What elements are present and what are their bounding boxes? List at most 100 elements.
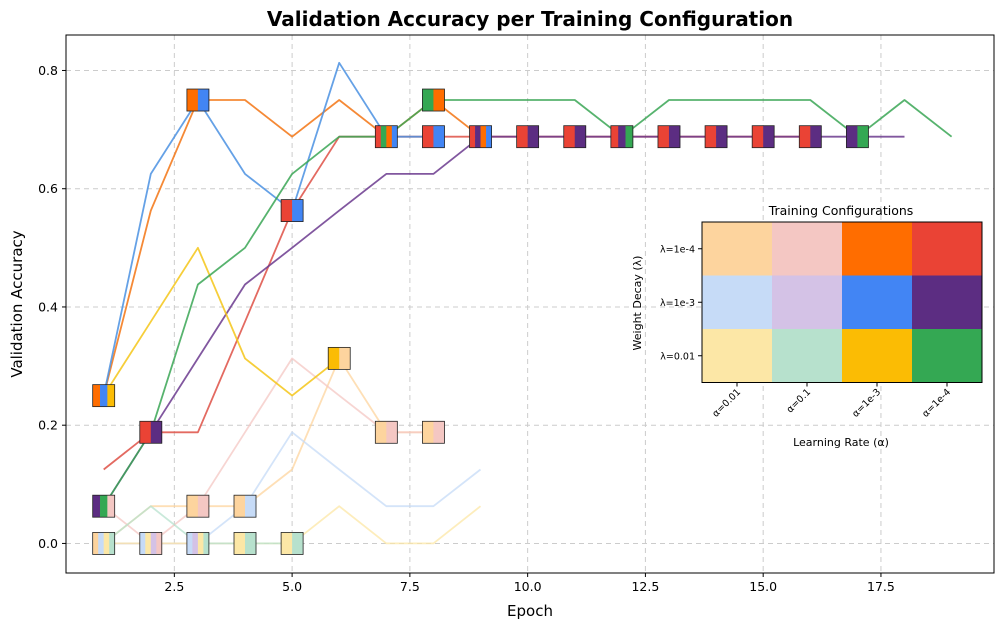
marker-stripe [433,125,445,148]
y-tick-label-2: 0.4 [38,299,58,314]
inset-cell-2-1 [772,329,843,383]
marker-stripe [92,532,99,555]
inset-cell-1-0 [702,275,773,330]
marker-stripe [422,125,434,148]
marker-stripe [139,532,146,555]
marker-stripe [475,125,481,148]
marker-stripe [234,495,246,518]
marker-stripe [469,125,476,148]
config-marker-4 [139,420,163,444]
marker-stripe [107,384,115,407]
inset-cell-0-1 [772,222,843,276]
marker-border [186,494,210,518]
marker-stripe [292,199,304,222]
marker-stripe [103,532,110,555]
chart-title: Validation Accuracy per Training Configu… [267,7,793,31]
x-tick-label-1: 5.0 [282,579,302,594]
marker-stripe [391,125,398,148]
marker-border [469,125,492,149]
series-line-lr1e-3_wd0.01 [102,246,340,397]
config-marker-8 [92,532,116,555]
config-marker-19 [516,125,540,149]
inset-title: Training Configurations [768,203,914,218]
inset-cell-0-2 [842,222,913,276]
inset-cell-2-2 [842,329,913,383]
marker-border [280,199,304,222]
inset-y-label: Weight Decay (λ) [631,256,644,351]
marker-stripe [810,125,822,148]
marker-border [92,494,116,518]
marker-stripe [527,125,539,148]
marker-border [657,125,681,149]
inset-x-label: Learning Rate (α) [793,436,889,449]
x-tick-label-0: 2.5 [164,579,184,594]
inset-grid [701,221,983,383]
marker-border [516,125,540,149]
x-tick-label-4: 12.5 [631,579,659,594]
config-legend-inset: Training Configurations α=0.01 α=0.1 α=1e-… [631,203,983,449]
series-line-lr0.1_wd1e-4 [103,357,434,545]
inset-x-ticks: α=0.01 α=0.1 α=1e-3 α=1e-4 [710,382,953,420]
marker-stripe [716,125,728,148]
marker-border [280,532,304,555]
marker-stripe [375,421,387,444]
marker-stripe [150,421,163,444]
marker-border [422,125,445,149]
marker-stripe [156,532,163,555]
marker-stripe [281,199,293,222]
y-axis-label: Validation Accuracy [8,230,26,377]
inset-x-tick-label-2: α=1e-3 [850,387,883,420]
config-marker-14 [422,420,445,444]
x-tick-label-2: 7.5 [400,579,420,594]
marker-stripe [109,532,115,555]
config-markers [92,88,869,555]
marker-stripe [857,125,869,148]
inset-x-tick-label-3: α=1e-4 [920,387,953,420]
config-marker-17 [422,125,445,149]
config-marker-7 [233,494,257,518]
inset-y-ticks: λ=1e-4 λ=1e-3 λ=0.01 [660,244,702,362]
marker-stripe [98,532,104,555]
x-axis-ticks: 2.5 5.0 7.5 10.0 12.5 15.0 17.5 [164,573,895,594]
marker-stripe [480,125,487,148]
marker-stripe [375,125,382,148]
marker-border [845,125,869,149]
marker-border [233,532,257,555]
inset-cell-0-0 [702,222,773,276]
marker-stripe [100,495,108,518]
marker-stripe [516,125,528,148]
marker-stripe [186,89,199,112]
marker-stripe [386,421,398,444]
marker-stripe [145,532,152,555]
config-marker-1 [186,88,210,112]
marker-stripe [139,421,152,444]
marker-stripe [197,495,210,518]
config-marker-21 [610,125,634,149]
x-axis-label: Epoch [507,602,553,620]
marker-stripe [281,532,293,555]
marker-border [422,420,445,444]
config-marker-25 [798,125,822,149]
config-marker-6 [186,494,210,518]
marker-stripe [328,347,340,370]
y-tick-label-4: 0.8 [38,63,58,78]
y-tick-label-1: 0.2 [38,418,58,433]
marker-stripe [150,532,157,555]
marker-stripe [752,125,764,148]
config-marker-2 [280,199,304,222]
marker-stripe [197,532,204,555]
config-marker-15 [374,125,398,149]
marker-border [92,532,116,555]
marker-stripe [433,421,445,444]
config-marker-5 [92,494,116,518]
marker-stripe [610,125,619,148]
marker-stripe [625,125,634,148]
marker-border [186,88,210,112]
marker-stripe [245,495,257,518]
inset-y-tick-label-2: λ=0.01 [660,351,695,362]
marker-stripe [92,495,101,518]
config-marker-13 [374,420,398,444]
config-marker-26 [845,125,869,149]
marker-stripe [668,125,681,148]
